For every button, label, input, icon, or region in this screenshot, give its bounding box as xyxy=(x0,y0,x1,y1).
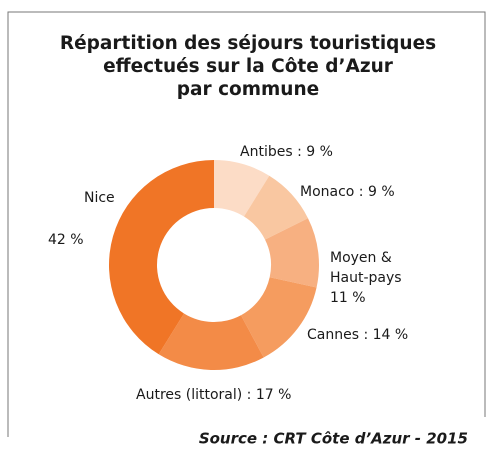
data-label: Haut-pays xyxy=(330,270,402,286)
donut-slice xyxy=(109,160,214,355)
donut-slice xyxy=(265,218,319,288)
data-label: Moyen & xyxy=(330,250,392,266)
donut-slice xyxy=(214,160,270,217)
data-label: Cannes : 14 % xyxy=(307,327,408,343)
chart-title: effectués sur la Côte d’Azur xyxy=(103,56,394,77)
source: Source : CRT Côte d’Azur - 2015 xyxy=(199,430,468,448)
data-label: Autres (littoral) : 17 % xyxy=(136,387,291,403)
frame xyxy=(7,11,486,437)
donut-slice xyxy=(240,277,317,358)
chart-title: par commune xyxy=(177,79,319,100)
data-label: 42 % xyxy=(48,232,84,248)
data-label: Antibes : 9 % xyxy=(240,144,333,160)
data-label: Nice xyxy=(84,190,115,206)
data-label: Monaco : 9 % xyxy=(300,184,395,200)
donut-slice xyxy=(158,313,264,370)
chart-title: Répartition des séjours touristiques xyxy=(60,33,436,54)
donut-slice xyxy=(244,175,308,240)
data-label: 11 % xyxy=(330,290,366,306)
